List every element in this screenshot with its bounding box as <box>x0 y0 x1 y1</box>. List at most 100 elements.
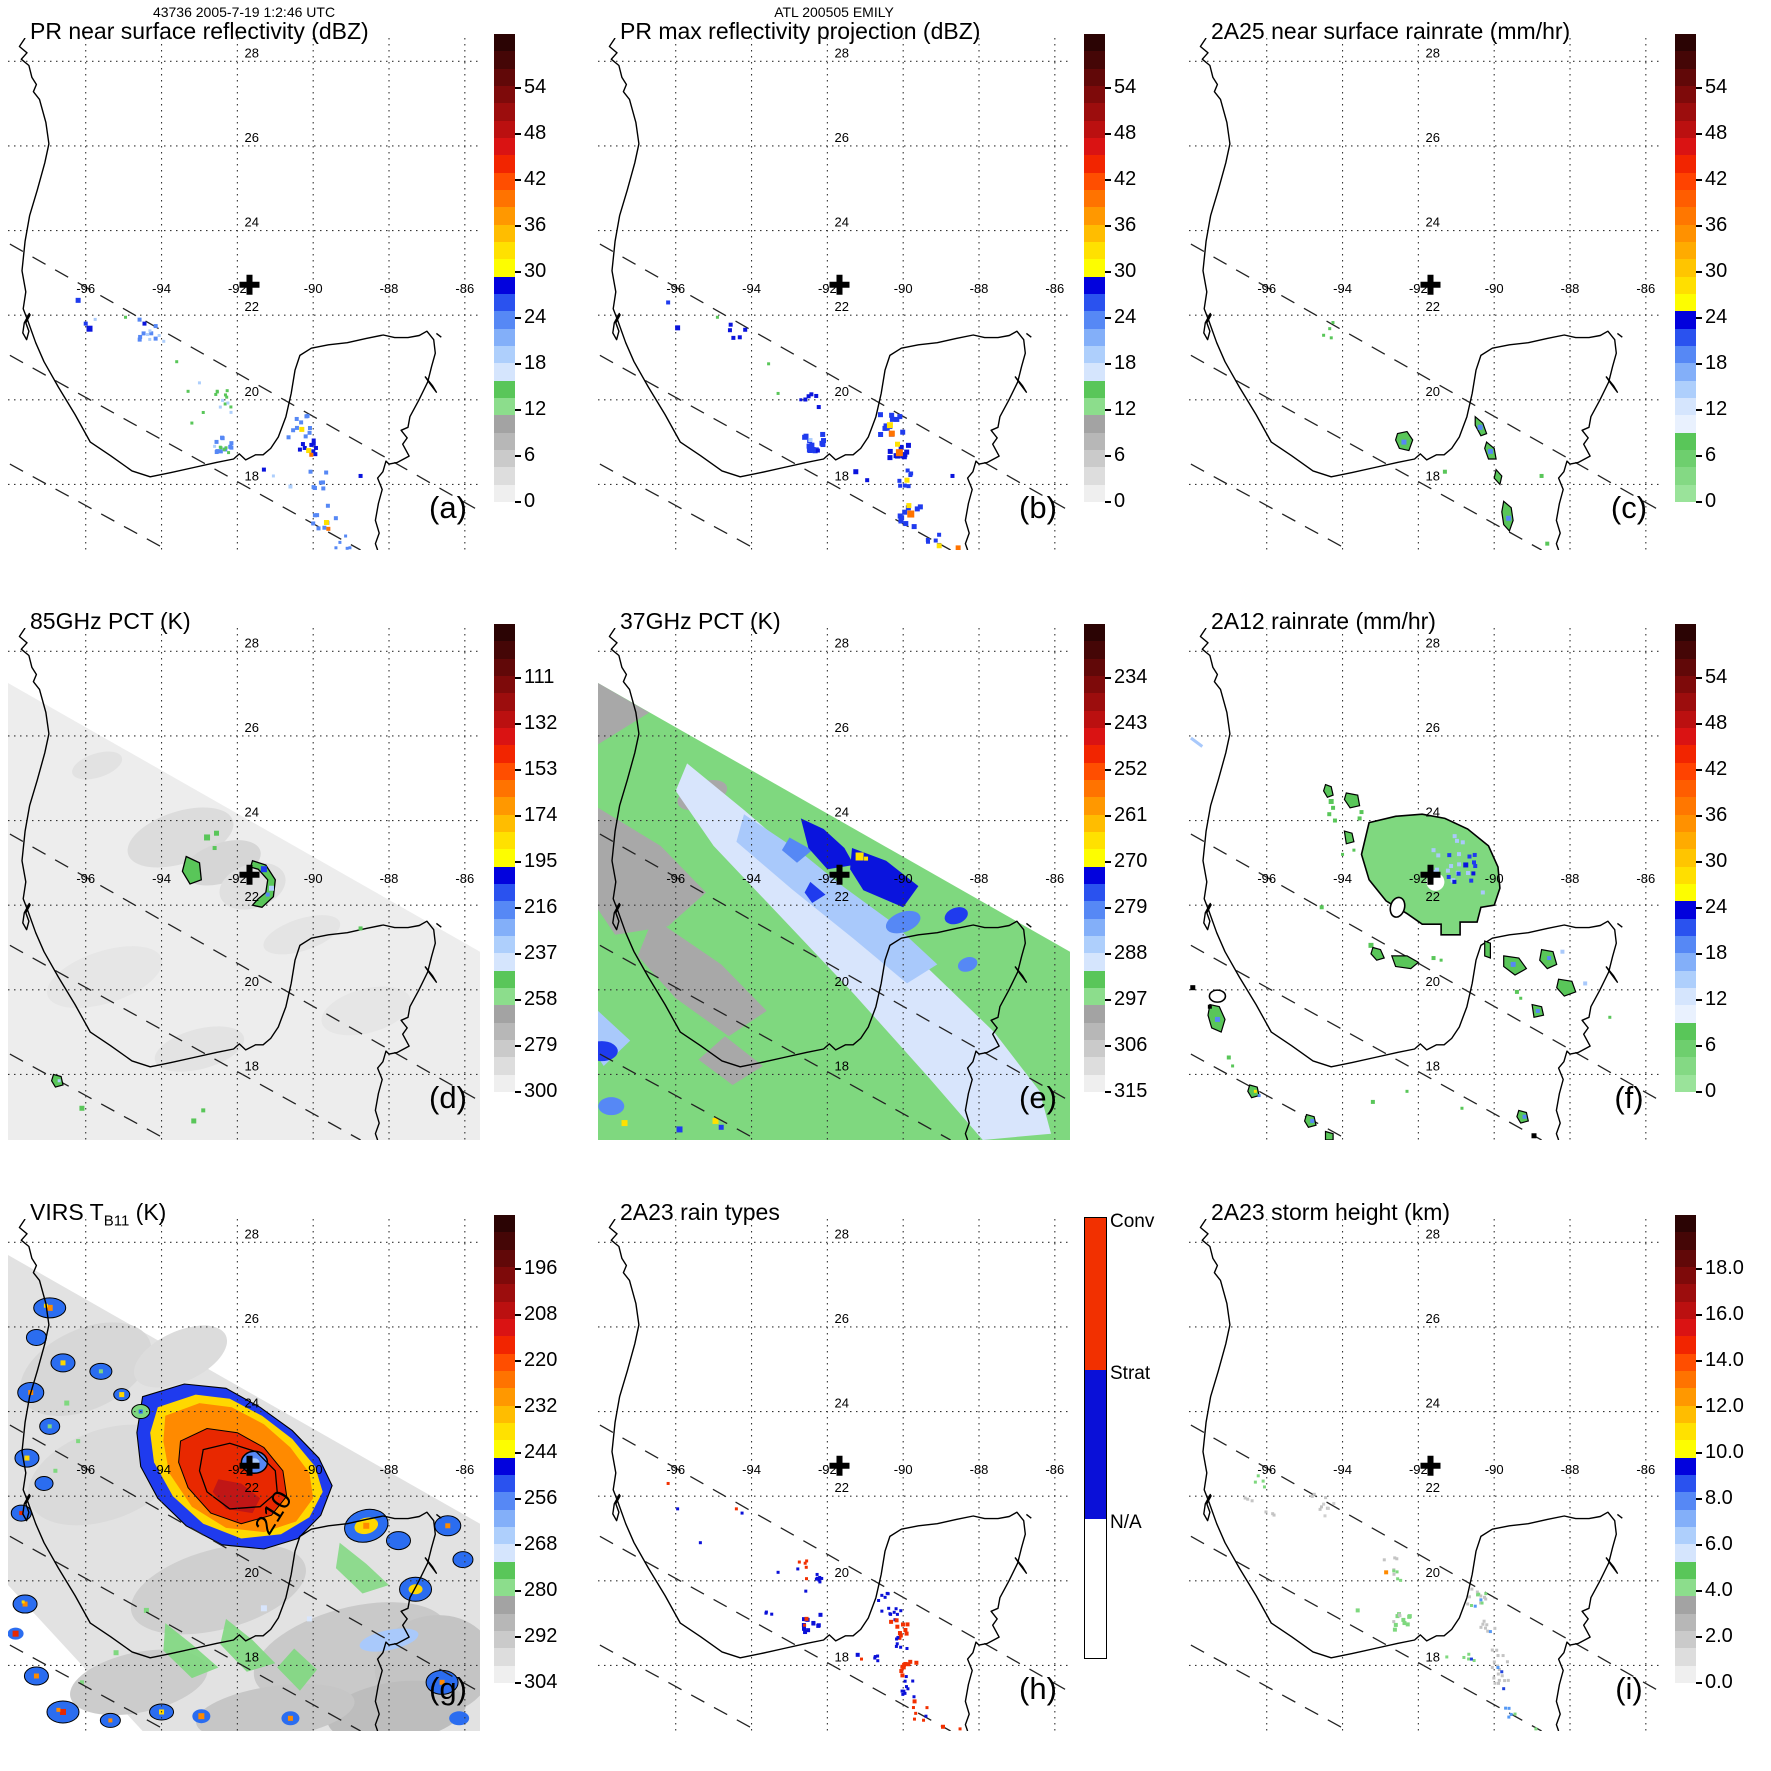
svg-text:(f): (f) <box>1614 1080 1643 1115</box>
colorbar-segment <box>1675 1232 1696 1250</box>
colorbar-tick-label: 12 <box>1705 397 1728 420</box>
svg-text:22: 22 <box>1426 889 1440 904</box>
colorbar-tick-label: 24 <box>524 305 547 328</box>
colorbar-segment <box>1675 1630 1696 1649</box>
colorbar-tick-label: 4.0 <box>1705 1578 1733 1601</box>
colorbar-g <box>494 1215 515 1683</box>
svg-text:(g): (g) <box>429 1671 467 1706</box>
panel-g: VIRS TB11 (K) 210 18 20 22 24 26 28 -96 -94 -92 -9… <box>0 1181 590 1771</box>
colorbar-tick-mark <box>1105 952 1111 955</box>
swath-edge-dashed-lines <box>599 833 1067 1140</box>
data-field-over <box>1243 1474 1538 1731</box>
colorbar-tick-mark <box>1696 768 1702 771</box>
colorbar-segment <box>494 831 515 850</box>
colorbar-tick-mark <box>1105 1091 1111 1093</box>
colorbar-tick-mark <box>1696 676 1702 679</box>
panel-title-f: 2A12 rainrate (mm/hr) <box>1211 608 1436 634</box>
colorbar-segment <box>494 693 515 711</box>
colorbar-tick-label: 261 <box>1114 803 1148 826</box>
svg-text:-94: -94 <box>152 281 171 296</box>
colorbar-tick-mark <box>1696 454 1702 457</box>
svg-text:(a): (a) <box>429 490 467 525</box>
colorbar-segment <box>1675 1284 1696 1302</box>
svg-text:-94: -94 <box>742 281 761 296</box>
svg-text:-90: -90 <box>894 871 913 886</box>
colorbar-segment <box>1675 293 1696 312</box>
svg-text:20: 20 <box>1426 974 1440 989</box>
colorbar-segment <box>1084 172 1105 190</box>
colorbar-segment <box>494 1578 515 1597</box>
colorbar-segment <box>494 1440 515 1458</box>
colorbar-tick-label: 292 <box>524 1624 558 1647</box>
colorbar-tick-label: 42 <box>1705 757 1728 780</box>
colorbar-segment <box>494 1596 515 1614</box>
colorbar-tick-mark <box>1105 224 1111 227</box>
colorbar-tick-mark <box>1105 1044 1111 1047</box>
coastline <box>608 38 1032 550</box>
colorbar-segment <box>1084 883 1105 902</box>
colorbar-tick-mark <box>1696 1313 1702 1316</box>
svg-text:26: 26 <box>1426 720 1440 735</box>
colorbar-segment <box>1084 987 1105 1006</box>
colorbar-segment <box>1084 276 1105 294</box>
gridlines <box>598 1219 1070 1731</box>
colorbar-segment <box>494 1405 515 1423</box>
colorbar-tick-label: 153 <box>524 757 558 780</box>
colorbar-segment <box>1675 137 1696 156</box>
storm-center-cross <box>1420 1455 1441 1476</box>
colorbar-segment <box>1084 293 1105 312</box>
colorbar-tick-mark <box>515 860 521 863</box>
svg-text:18: 18 <box>245 1649 259 1664</box>
colorbar-segment <box>494 207 515 225</box>
colorbar-segment <box>494 1492 515 1510</box>
colorbar-c <box>1675 34 1696 502</box>
colorbar-tick-label: 243 <box>1114 711 1148 734</box>
svg-text:-96: -96 <box>1257 281 1276 296</box>
colorbar-tick-mark <box>1696 224 1702 227</box>
colorbar-segment <box>1675 624 1696 642</box>
colorbar-segment <box>1084 693 1105 711</box>
svg-text:-90: -90 <box>894 1462 913 1477</box>
colorbar-segment <box>1084 1022 1105 1040</box>
svg-text:26: 26 <box>245 130 259 145</box>
svg-text:22: 22 <box>245 299 259 314</box>
colorbar-tick-label: 279 <box>524 1033 558 1056</box>
colorbar-tick-label: 18 <box>1705 351 1728 374</box>
colorbar-segment <box>1084 51 1105 69</box>
svg-text:20: 20 <box>245 384 259 399</box>
colorbar-tick-label: 42 <box>524 167 547 190</box>
colorbar-tick-mark <box>1105 362 1111 365</box>
colorbar-segment <box>494 172 515 190</box>
panel-a: 43736 2005-7-19 1:2:46 UTC PR near surfa… <box>0 0 590 590</box>
colorbar-tick-mark <box>515 998 521 1001</box>
colorbar-tick-mark <box>1696 1682 1702 1684</box>
panel-letter: (e) <box>1019 1080 1057 1115</box>
svg-text:26: 26 <box>835 130 849 145</box>
colorbar-tick-mark <box>1105 454 1111 457</box>
coastline <box>18 1219 442 1731</box>
map-h: 18 20 22 24 26 28 -96 -94 -92 -90 -88 -86 (h) <box>598 1219 1070 1731</box>
colorbar-segment <box>494 397 515 416</box>
svg-text:20: 20 <box>245 1565 259 1580</box>
colorbar-tick-mark <box>1696 952 1702 955</box>
gridlines <box>1189 628 1661 1140</box>
svg-text:-94: -94 <box>152 871 171 886</box>
svg-text:20: 20 <box>1426 384 1440 399</box>
svg-text:-94: -94 <box>1333 871 1352 886</box>
svg-text:-90: -90 <box>1485 1462 1504 1477</box>
colorbar-tick-label: 12 <box>524 397 547 420</box>
colorbar-tick-mark <box>1696 1635 1702 1638</box>
colorbar-segment <box>1675 1596 1696 1614</box>
panel-letter: (b) <box>1019 490 1057 525</box>
colorbar-segment <box>494 710 515 728</box>
title-subscript: B11 <box>103 1212 130 1230</box>
svg-text:-88: -88 <box>970 281 989 296</box>
colorbar-segment <box>1675 1648 1696 1666</box>
colorbar-tick-mark <box>1696 1589 1702 1592</box>
swath-edge-dashed-lines <box>599 243 1067 550</box>
